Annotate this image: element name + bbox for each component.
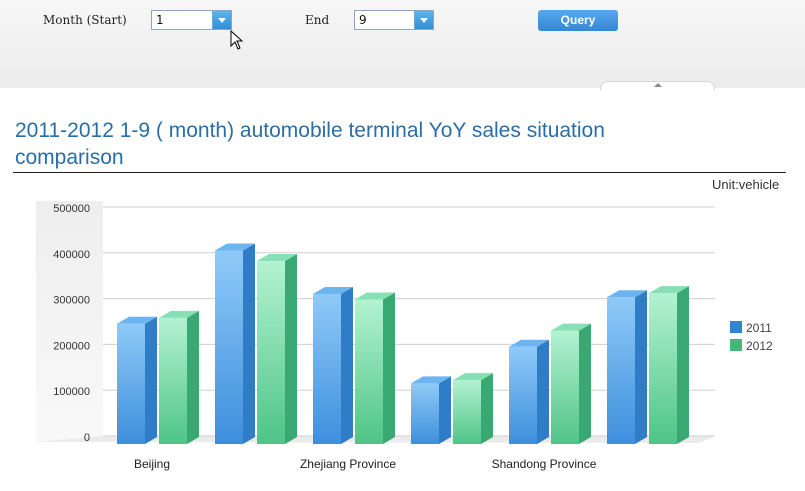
bar-2011 [607, 297, 635, 444]
bar-2011 [313, 294, 341, 444]
bar-side-2011 [439, 376, 451, 444]
bar-top-2012 [355, 292, 395, 300]
y-tick-label: 400000 [53, 249, 90, 261]
bar-top-2012 [159, 310, 199, 318]
y-tick-label: 200000 [53, 340, 90, 352]
bar-side-2012 [579, 323, 591, 444]
bar-2011 [509, 346, 537, 444]
bar-top-2012 [453, 373, 493, 381]
month-start-select[interactable]: 1 [151, 10, 232, 30]
bar-2012 [453, 380, 481, 444]
bar-top-2011 [411, 376, 451, 384]
bar-top-2012 [257, 254, 297, 262]
bar-2012 [551, 330, 579, 444]
bar-side-2012 [187, 310, 199, 444]
bar-top-2011 [215, 243, 255, 251]
page-title: 2011-2012 1-9 ( month) automobile termin… [15, 119, 605, 169]
bar-2011 [117, 323, 145, 444]
bar-top-2011 [509, 339, 549, 347]
bar-side-2011 [145, 316, 157, 444]
left-wall [36, 201, 103, 442]
filter-toolbar: Month (Start) 1 End 9 Query [0, 0, 805, 90]
month-start-label: Month (Start) [43, 13, 127, 27]
legend-swatch-2012 [730, 339, 742, 351]
bar-side-2011 [635, 290, 647, 444]
bar-2012 [355, 299, 383, 444]
bar-side-2012 [677, 286, 689, 444]
mouse-pointer-icon [230, 30, 244, 50]
end-label: End [305, 13, 330, 27]
legend-swatch-2011 [730, 321, 742, 333]
y-tick-label: 0 [84, 432, 90, 444]
bar-side-2011 [341, 287, 353, 444]
bar-2011 [215, 250, 243, 444]
bar-top-2012 [649, 286, 689, 294]
end-month-value: 9 [359, 13, 367, 27]
bar-side-2012 [481, 373, 493, 444]
bar-2012 [649, 293, 677, 444]
y-tick-label: 100000 [53, 386, 90, 398]
y-tick-label: 500000 [53, 203, 90, 215]
bar-top-2011 [607, 290, 647, 298]
collapse-toggle[interactable] [600, 81, 715, 90]
unit-label: Unit:vehicle [712, 177, 780, 192]
chevron-down-icon[interactable] [212, 11, 231, 29]
legend-label-2011: 2011 [746, 321, 772, 335]
bar-2012 [257, 261, 285, 444]
bar-side-2012 [383, 292, 395, 444]
chevron-down-icon[interactable] [414, 11, 433, 29]
legend-label-2012: 2012 [746, 339, 773, 353]
month-start-value: 1 [156, 13, 164, 27]
bar-2011 [411, 383, 439, 444]
bar-top-2011 [117, 316, 157, 324]
bar-side-2012 [285, 254, 297, 444]
x-category-label: Shandong Province [492, 457, 597, 471]
query-button[interactable]: Query [538, 10, 618, 31]
bar-side-2011 [537, 339, 549, 444]
bar-top-2011 [313, 287, 353, 295]
y-tick-label: 300000 [53, 295, 90, 307]
title-divider [13, 172, 786, 173]
x-category-label: Zhejiang Province [300, 457, 396, 471]
end-month-select[interactable]: 9 [354, 10, 434, 30]
bar-2012 [159, 317, 187, 444]
bar-side-2011 [243, 243, 255, 444]
x-category-label: Beijing [134, 457, 170, 471]
bar-top-2012 [551, 323, 591, 331]
